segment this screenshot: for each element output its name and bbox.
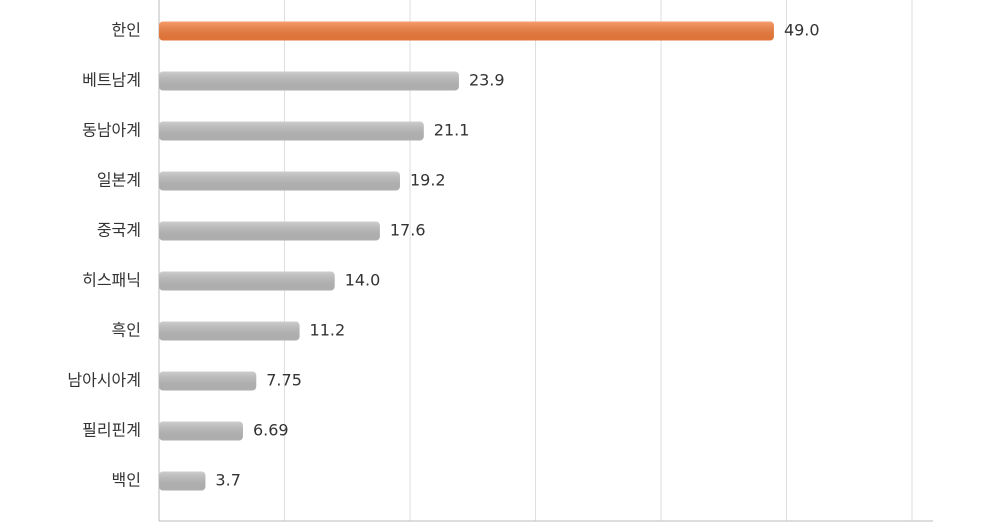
- value-label: 3.7: [215, 471, 240, 490]
- value-label: 49.0: [784, 21, 820, 40]
- y-tick-label: 한인: [112, 21, 141, 40]
- bar-shade: [159, 271, 335, 291]
- bar-shade: [159, 71, 459, 91]
- value-label: 23.9: [469, 71, 505, 90]
- bar-shade: [159, 421, 243, 441]
- y-tick-label: 중국계: [97, 221, 141, 240]
- bar-shade: [159, 371, 257, 391]
- y-tick-label: 남아시아계: [67, 371, 141, 390]
- bar-shade: [159, 121, 424, 141]
- value-label: 17.6: [390, 221, 426, 240]
- bar-shade: [159, 471, 206, 491]
- y-tick-label: 베트남계: [82, 71, 141, 90]
- bar-shade: [159, 171, 400, 191]
- bar-shade: [159, 321, 300, 341]
- value-label: 6.69: [253, 421, 289, 440]
- y-tick-label: 필리핀계: [82, 421, 141, 440]
- y-tick-label: 백인: [112, 471, 141, 490]
- y-tick-label: 일본계: [97, 171, 141, 190]
- bar-shade: [159, 221, 380, 241]
- value-label: 14.0: [345, 271, 381, 290]
- value-label: 11.2: [310, 321, 346, 340]
- value-label: 21.1: [434, 121, 470, 140]
- bar-shade: [159, 21, 774, 41]
- y-tick-label: 동남아계: [82, 121, 141, 140]
- value-label: 19.2: [410, 171, 446, 190]
- y-tick-label: 히스패닉: [82, 271, 141, 290]
- value-label: 7.75: [266, 371, 302, 390]
- y-tick-label: 흑인: [112, 321, 141, 340]
